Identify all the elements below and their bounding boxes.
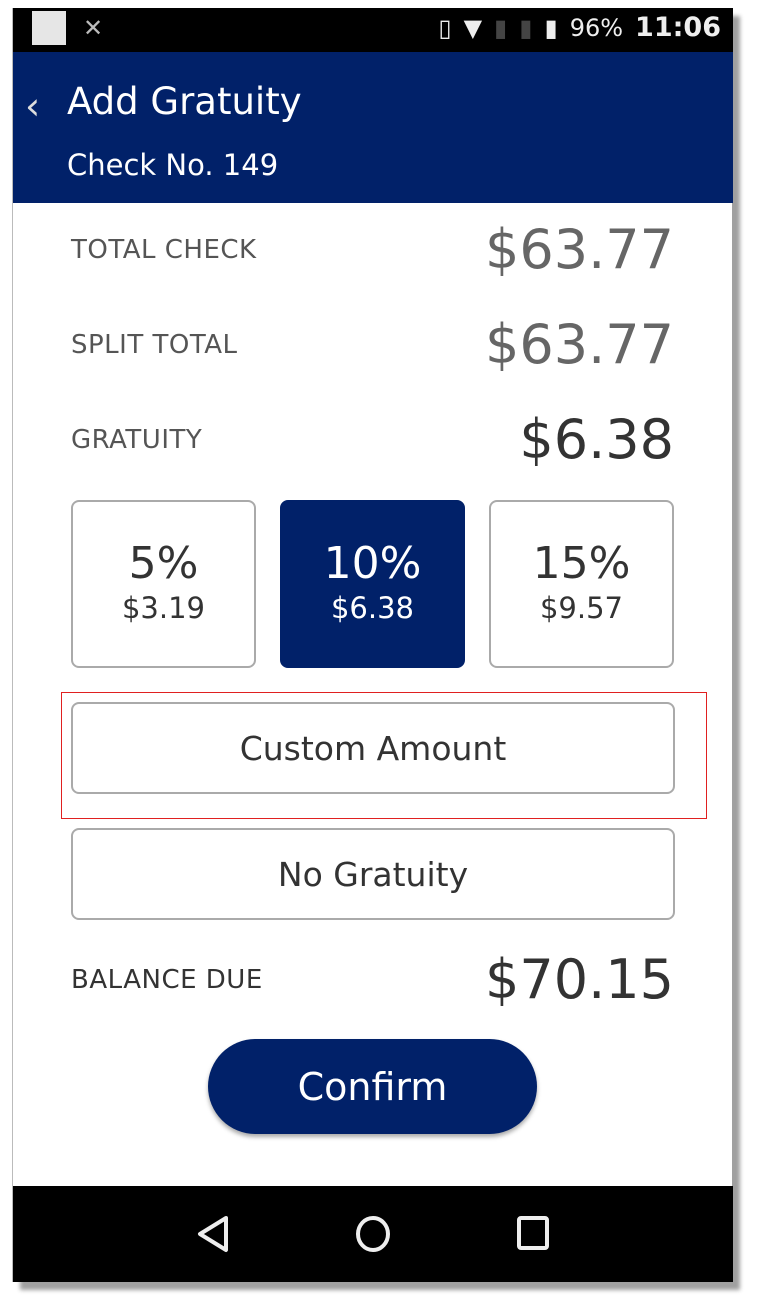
gratuity-option-15[interactable]: 15% $9.57 — [489, 500, 674, 668]
gratuity-value: $6.38 — [519, 408, 674, 471]
back-chevron-icon[interactable]: ‹ — [25, 84, 41, 128]
split-total-value: $63.77 — [485, 313, 674, 376]
option-percent: 15% — [532, 538, 631, 589]
status-bar: ✕ ▯ ▼ ▮ ▮ ▮ 96% 11:06 — [13, 8, 733, 52]
option-percent: 10% — [323, 538, 422, 589]
gratuity-row: GRATUITY $6.38 — [71, 408, 674, 471]
option-amount: $9.57 — [539, 591, 624, 625]
battery-percent: 96% — [569, 13, 624, 42]
recents-icon[interactable] — [515, 1214, 551, 1254]
total-check-row: TOTAL CHECK $63.77 — [71, 218, 674, 281]
gratuity-label: GRATUITY — [71, 424, 203, 455]
vibrate-icon: ▯ — [438, 13, 452, 42]
gratuity-option-10[interactable]: 10% $6.38 — [280, 500, 465, 668]
balance-due-row: BALANCE DUE $70.15 — [71, 948, 674, 1011]
gratuity-option-5[interactable]: 5% $3.19 — [71, 500, 256, 668]
no-sim-icon: ▮ — [519, 13, 533, 42]
option-percent: 5% — [128, 538, 199, 589]
navigation-bar — [13, 1186, 733, 1282]
split-total-label: SPLIT TOTAL — [71, 329, 238, 360]
split-total-row: SPLIT TOTAL $63.77 — [71, 313, 674, 376]
notification-icon — [32, 11, 66, 45]
header: ‹ Add Gratuity Check No. 149 — [13, 52, 733, 203]
app-notification-icon: ✕ — [83, 14, 104, 42]
total-check-value: $63.77 — [485, 218, 674, 281]
page-title: Add Gratuity — [67, 80, 302, 123]
total-check-label: TOTAL CHECK — [71, 234, 257, 265]
battery-icon: ▮ — [544, 13, 558, 42]
no-gratuity-button[interactable]: No Gratuity — [71, 828, 675, 920]
home-icon[interactable] — [355, 1214, 391, 1254]
confirm-button[interactable]: Confirm — [208, 1039, 537, 1134]
check-number: Check No. 149 — [67, 148, 279, 182]
clock: 11:06 — [635, 12, 721, 43]
no-sim-icon: ▮ — [494, 13, 508, 42]
balance-due-value: $70.15 — [485, 948, 674, 1011]
custom-amount-button[interactable]: Custom Amount — [71, 702, 675, 794]
option-amount: $6.38 — [330, 591, 415, 625]
balance-due-label: BALANCE DUE — [71, 964, 263, 995]
option-amount: $3.19 — [121, 591, 206, 625]
phone-screen: ✕ ▯ ▼ ▮ ▮ ▮ 96% 11:06 ‹ Add Gratuity Che… — [12, 8, 733, 1282]
back-icon[interactable] — [196, 1214, 232, 1254]
wifi-icon: ▼ — [463, 13, 483, 42]
highlight-box — [61, 692, 707, 819]
